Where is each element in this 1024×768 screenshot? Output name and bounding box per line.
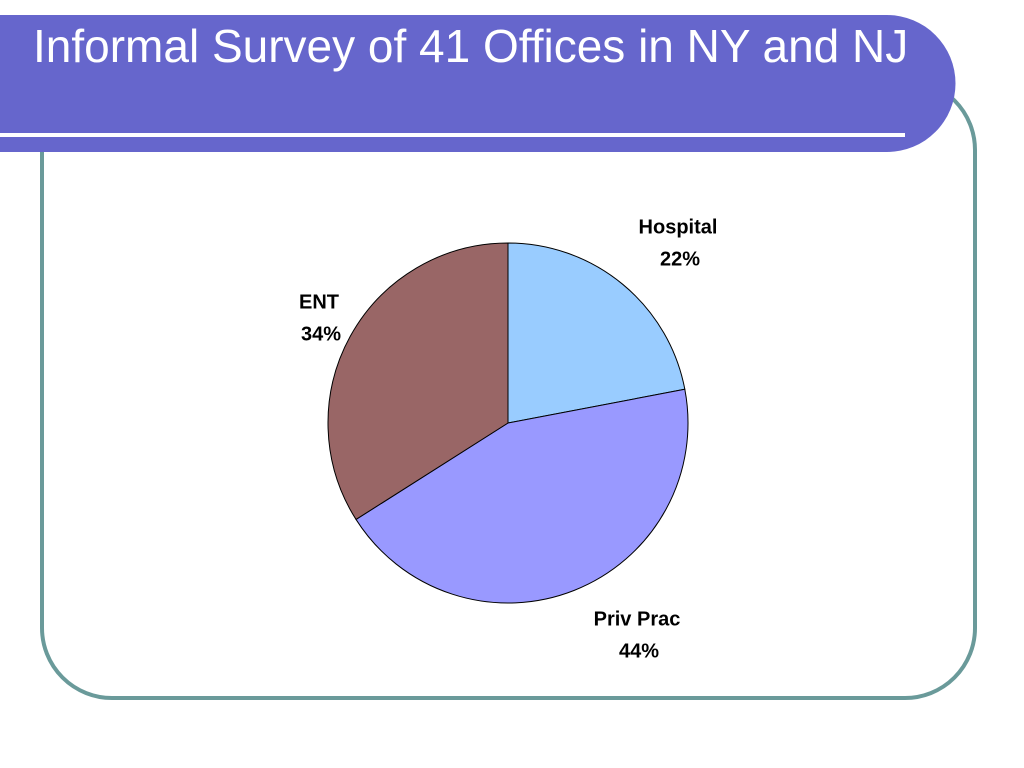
- pie-slice: [327, 242, 509, 521]
- pie-slice: [355, 388, 689, 604]
- pie-slice: [507, 242, 686, 424]
- chart-title: Informal Survey of 41 Offices in NY and …: [33, 20, 909, 72]
- slice-value-label: 44%: [619, 640, 659, 662]
- slice-value-label: 34%: [301, 323, 341, 345]
- title-underline: [0, 133, 905, 137]
- pie: Hospital 22% Priv Prac 44% ENT 34%: [299, 216, 717, 662]
- slice-label: Priv Prac: [594, 608, 681, 630]
- title-bar: [0, 15, 956, 152]
- slice-value-label: 22%: [660, 248, 700, 270]
- slice-label: Hospital: [639, 216, 718, 238]
- slice-label: ENT: [299, 291, 339, 313]
